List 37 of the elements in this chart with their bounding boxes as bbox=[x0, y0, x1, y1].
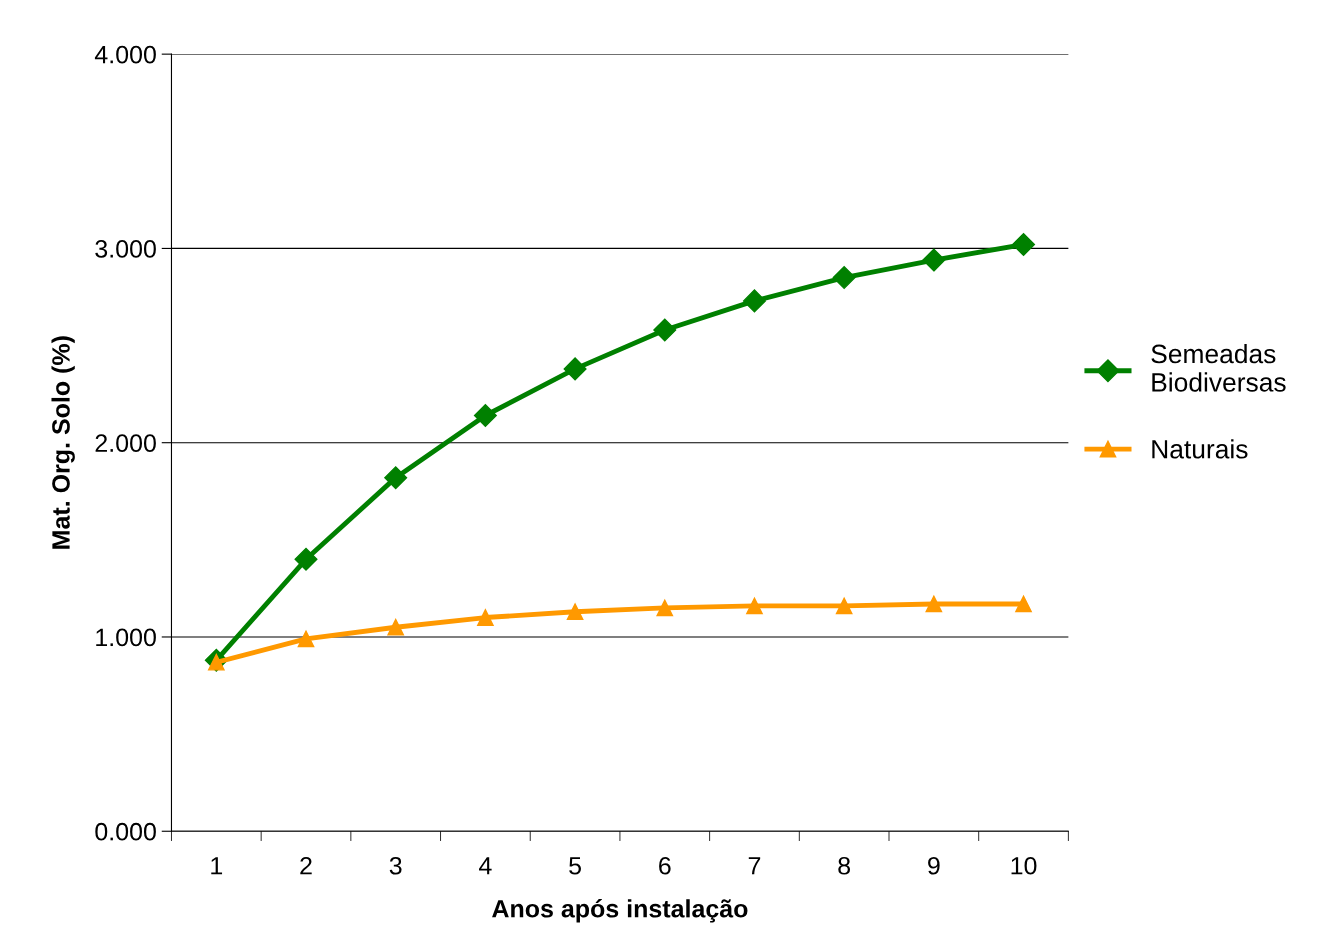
x-tick-label: 2 bbox=[300, 856, 312, 875]
legend-label: Semeadas Biodiversas bbox=[1151, 343, 1286, 392]
point bbox=[742, 289, 766, 313]
point bbox=[477, 609, 494, 626]
point bbox=[294, 547, 318, 571]
x-tick-label: 4 bbox=[479, 857, 492, 875]
point bbox=[1012, 233, 1036, 257]
x-tick-label: 10 bbox=[1011, 856, 1037, 875]
y-tick-label: 0.000 bbox=[95, 822, 156, 841]
point bbox=[387, 618, 405, 636]
legend-label: Naturais bbox=[1152, 439, 1248, 459]
point bbox=[656, 599, 674, 617]
point bbox=[922, 248, 946, 272]
y-tick-label: 3.000 bbox=[95, 240, 156, 258]
point bbox=[473, 404, 497, 427]
x-tick-label: 1 bbox=[211, 857, 223, 875]
point bbox=[925, 595, 943, 613]
point bbox=[746, 597, 763, 615]
point bbox=[566, 603, 584, 621]
point bbox=[832, 266, 856, 290]
x-axis-title: Anos após instalação bbox=[492, 899, 748, 923]
y-axis-title: Mat. Org. Solo (%) bbox=[51, 336, 75, 549]
y-tick-label: 1.000 bbox=[96, 628, 156, 647]
x-tick-label: 7 bbox=[748, 857, 761, 875]
point bbox=[563, 357, 587, 381]
x-tick-label: 5 bbox=[569, 857, 581, 875]
x-tick-label: 8 bbox=[838, 856, 851, 875]
x-tick-label: 6 bbox=[659, 856, 671, 875]
point bbox=[297, 630, 315, 648]
y-tick-label: 4.000 bbox=[94, 45, 156, 64]
point bbox=[835, 597, 853, 615]
y-tick-label: 2.000 bbox=[95, 434, 156, 452]
point bbox=[653, 318, 677, 342]
x-tick-label: 3 bbox=[389, 856, 402, 875]
x-tick-label: 9 bbox=[928, 856, 940, 875]
point bbox=[1015, 595, 1032, 613]
point bbox=[384, 466, 408, 490]
